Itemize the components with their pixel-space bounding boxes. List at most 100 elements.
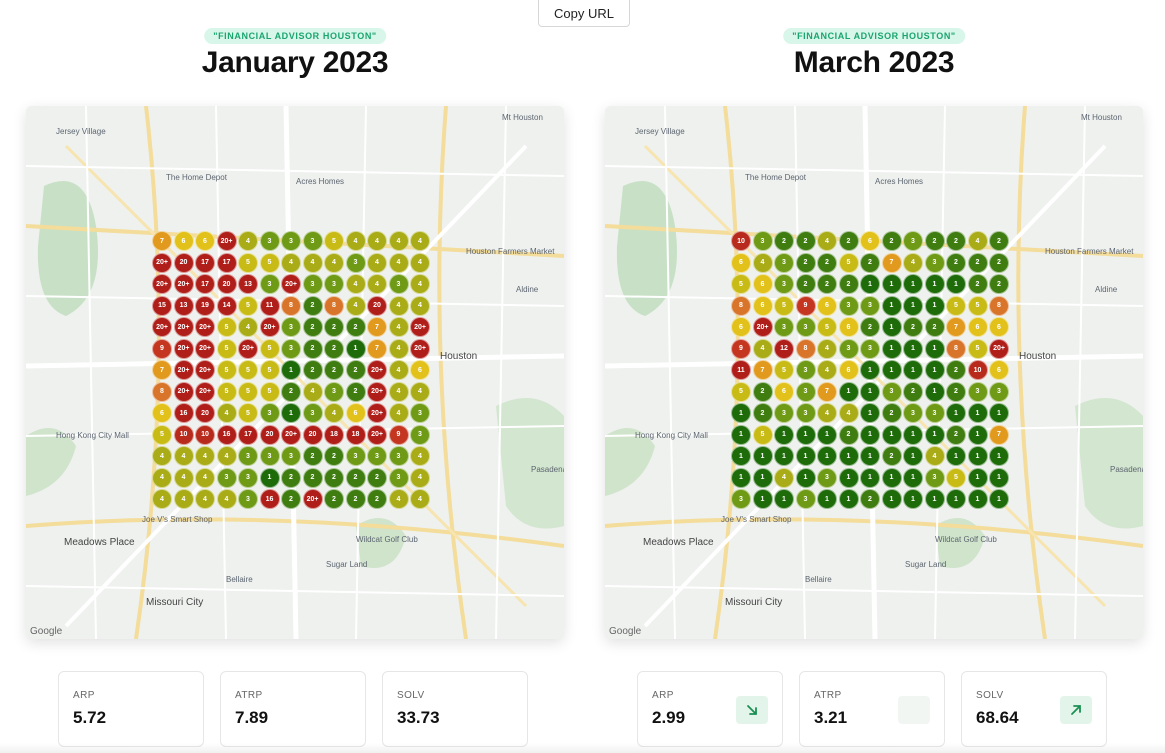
rank-pin[interactable]: 3 bbox=[903, 231, 923, 251]
rank-pin[interactable]: 4 bbox=[238, 317, 258, 337]
rank-pin[interactable]: 3 bbox=[238, 467, 258, 488]
rank-pin[interactable]: 1 bbox=[946, 489, 966, 509]
rank-pin[interactable]: 20+ bbox=[238, 338, 258, 359]
rank-pin[interactable]: 1 bbox=[817, 489, 837, 509]
rank-pin[interactable]: 2 bbox=[967, 252, 988, 273]
rank-pin[interactable]: 1 bbox=[817, 424, 837, 445]
rank-pin[interactable]: 5 bbox=[259, 381, 280, 402]
rank-pin[interactable]: 2 bbox=[817, 274, 837, 294]
rank-pin[interactable]: 3 bbox=[924, 252, 945, 273]
rank-pin[interactable]: 4 bbox=[388, 338, 409, 359]
rank-pin[interactable]: 1 bbox=[903, 360, 923, 380]
rank-pin[interactable]: 9 bbox=[731, 338, 751, 359]
rank-pin[interactable]: 10 bbox=[195, 424, 215, 445]
rank-pin[interactable]: 3 bbox=[795, 317, 816, 337]
rank-pin[interactable]: 20 bbox=[259, 424, 280, 445]
rank-pin[interactable]: 5 bbox=[238, 295, 258, 316]
rank-pin[interactable]: 4 bbox=[410, 274, 430, 294]
rank-pin[interactable]: 2 bbox=[946, 231, 966, 251]
rank-pin[interactable]: 1 bbox=[881, 424, 902, 445]
rank-pin[interactable]: 7 bbox=[152, 231, 172, 251]
rank-pin[interactable]: 3 bbox=[795, 403, 816, 423]
rank-pin[interactable]: 3 bbox=[324, 274, 344, 294]
rank-pin[interactable]: 2 bbox=[860, 252, 880, 273]
rank-pin[interactable]: 7 bbox=[367, 338, 387, 359]
rank-pin[interactable]: 3 bbox=[774, 252, 794, 273]
rank-pin[interactable]: 1 bbox=[259, 467, 280, 488]
rank-pin[interactable]: 6 bbox=[989, 360, 1009, 380]
rank-pin[interactable]: 1 bbox=[924, 424, 945, 445]
rank-pin[interactable]: 1 bbox=[774, 424, 794, 445]
rank-pin[interactable]: 4 bbox=[817, 231, 837, 251]
rank-pin[interactable]: 2 bbox=[345, 360, 366, 380]
rank-pin[interactable]: 1 bbox=[924, 295, 945, 316]
rank-pin[interactable]: 20+ bbox=[195, 338, 215, 359]
rank-pin[interactable]: 1 bbox=[989, 489, 1009, 509]
rank-pin[interactable]: 1 bbox=[860, 446, 880, 466]
rank-pin[interactable]: 3 bbox=[259, 446, 280, 466]
rank-pin[interactable]: 15 bbox=[152, 295, 172, 316]
rank-pin[interactable]: 4 bbox=[367, 274, 387, 294]
rank-pin[interactable]: 9 bbox=[388, 424, 409, 445]
rank-pin[interactable]: 1 bbox=[752, 467, 773, 488]
rank-pin[interactable]: 3 bbox=[302, 274, 323, 294]
rank-pin[interactable]: 1 bbox=[774, 446, 794, 466]
rank-pin[interactable]: 1 bbox=[967, 446, 988, 466]
rank-pin[interactable]: 2 bbox=[795, 274, 816, 294]
rank-pin[interactable]: 2 bbox=[367, 467, 387, 488]
rank-pin[interactable]: 4 bbox=[281, 252, 301, 273]
rank-pin[interactable]: 20+ bbox=[367, 424, 387, 445]
rank-pin[interactable]: 2 bbox=[367, 489, 387, 509]
rank-pin[interactable]: 3 bbox=[924, 467, 945, 488]
rank-pin[interactable]: 9 bbox=[152, 338, 172, 359]
rank-pin[interactable]: 7 bbox=[152, 360, 172, 380]
rank-pin[interactable]: 1 bbox=[731, 446, 751, 466]
rank-pin[interactable]: 2 bbox=[324, 467, 344, 488]
rank-pin[interactable]: 4 bbox=[195, 446, 215, 466]
rank-pin[interactable]: 3 bbox=[367, 446, 387, 466]
rank-pin[interactable]: 4 bbox=[410, 467, 430, 488]
rank-pin[interactable]: 1 bbox=[731, 424, 751, 445]
rank-pin[interactable]: 3 bbox=[838, 295, 859, 316]
rank-pin[interactable]: 17 bbox=[195, 252, 215, 273]
rank-pin[interactable]: 2 bbox=[345, 467, 366, 488]
rank-pin[interactable]: 3 bbox=[281, 317, 301, 337]
rank-pin[interactable]: 1 bbox=[881, 467, 902, 488]
rank-pin[interactable]: 3 bbox=[259, 231, 280, 251]
rank-pin[interactable]: 4 bbox=[195, 467, 215, 488]
rank-pin[interactable]: 2 bbox=[281, 489, 301, 509]
rank-pin[interactable]: 2 bbox=[989, 274, 1009, 294]
rank-pin[interactable]: 3 bbox=[302, 231, 323, 251]
rank-pin[interactable]: 6 bbox=[752, 295, 773, 316]
rank-map[interactable]: Jersey Village Mt Houston Acres Homes Th… bbox=[26, 106, 564, 639]
rank-pin[interactable]: 6 bbox=[195, 231, 215, 251]
rank-pin[interactable]: 5 bbox=[216, 317, 237, 337]
rank-pin[interactable]: 3 bbox=[795, 489, 816, 509]
rank-pin[interactable]: 20 bbox=[195, 403, 215, 423]
rank-pin[interactable]: 20+ bbox=[173, 360, 194, 380]
rank-pin[interactable]: 6 bbox=[817, 295, 837, 316]
rank-pin[interactable]: 16 bbox=[259, 489, 280, 509]
rank-pin[interactable]: 4 bbox=[817, 338, 837, 359]
rank-pin[interactable]: 3 bbox=[388, 274, 409, 294]
rank-pin[interactable]: 3 bbox=[817, 467, 837, 488]
rank-pin[interactable]: 1 bbox=[774, 489, 794, 509]
rank-pin[interactable]: 3 bbox=[238, 446, 258, 466]
rank-pin[interactable]: 3 bbox=[774, 403, 794, 423]
rank-pin[interactable]: 1 bbox=[881, 360, 902, 380]
rank-pin[interactable]: 1 bbox=[903, 338, 923, 359]
rank-pin[interactable]: 3 bbox=[238, 489, 258, 509]
rank-pin[interactable]: 20+ bbox=[367, 360, 387, 380]
rank-pin[interactable]: 20+ bbox=[195, 360, 215, 380]
rank-pin[interactable]: 1 bbox=[903, 424, 923, 445]
rank-pin[interactable]: 3 bbox=[860, 295, 880, 316]
rank-pin[interactable]: 4 bbox=[238, 231, 258, 251]
rank-pin[interactable]: 2 bbox=[946, 252, 966, 273]
rank-pin[interactable]: 4 bbox=[410, 381, 430, 402]
rank-pin[interactable]: 1 bbox=[838, 446, 859, 466]
rank-pin[interactable]: 4 bbox=[388, 252, 409, 273]
rank-pin[interactable]: 4 bbox=[388, 231, 409, 251]
rank-pin[interactable]: 12 bbox=[774, 338, 794, 359]
rank-pin[interactable]: 20+ bbox=[281, 274, 301, 294]
rank-pin[interactable]: 2 bbox=[989, 231, 1009, 251]
